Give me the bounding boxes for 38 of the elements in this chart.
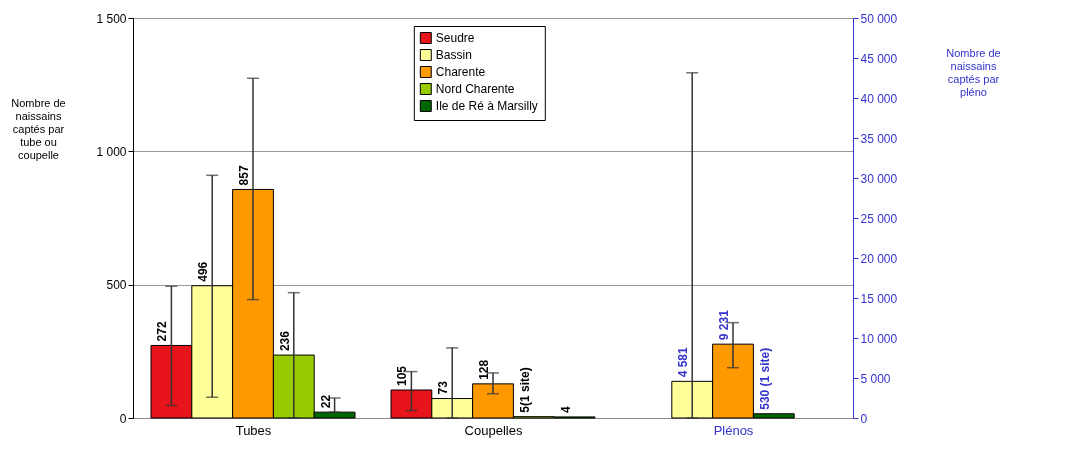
data-label: 272 xyxy=(155,321,170,342)
y2-tick-label: 20 000 xyxy=(860,251,898,266)
data-label: 105 xyxy=(395,365,410,386)
legend-label: Nord Charente xyxy=(435,82,515,96)
data-label: 9 231 xyxy=(717,309,731,341)
data-label: 857 xyxy=(237,165,251,186)
y2-tick-label: 10 000 xyxy=(860,331,898,346)
y2-tick-label: 45 000 xyxy=(860,51,898,66)
legend-label: Bassin xyxy=(435,48,472,62)
legend-label: Seudre xyxy=(435,31,475,45)
y-tick-label: 0 xyxy=(119,411,127,426)
y2-tick-label: 50 000 xyxy=(860,11,898,26)
y2-tick-label: 40 000 xyxy=(860,91,898,106)
data-label: 4 xyxy=(558,405,573,413)
data-label: 128 xyxy=(477,359,491,380)
x-tick-label: Coupelles xyxy=(464,422,523,438)
y2-tick-label: 5 000 xyxy=(860,371,891,386)
y2-tick-label: 0 xyxy=(860,411,868,426)
y2-tick-label: 35 000 xyxy=(860,131,898,146)
y2-tick-label: 15 000 xyxy=(860,291,898,306)
y2-tick-label: 25 000 xyxy=(860,211,898,226)
data-label: 22 xyxy=(318,394,333,409)
y-axis-title: Nombre de naissains captés par tube ou coupelle xyxy=(11,96,66,161)
legend-label: Charente xyxy=(435,65,486,79)
y-tick-label: 1 000 xyxy=(96,144,127,159)
data-label: 5(1 site) xyxy=(517,367,532,413)
y-tick-label: 500 xyxy=(106,278,127,293)
legend-label: Ile de Ré à Marsilly xyxy=(435,99,538,113)
data-label: 496 xyxy=(196,261,211,282)
data-label: 4 581 xyxy=(676,347,691,378)
y2-tick-label: 30 000 xyxy=(860,171,898,186)
y2-axis-title: Nombre de naissains captés par pléno xyxy=(946,46,1001,98)
y-tick-label: 1 500 xyxy=(96,11,127,26)
data-label: 236 xyxy=(277,330,292,352)
data-label: 530 (1 site) xyxy=(757,347,772,410)
data-label: 73 xyxy=(436,380,451,395)
x-tick-label: Tubes xyxy=(235,422,272,438)
x-tick-label: Plénos xyxy=(713,422,754,438)
